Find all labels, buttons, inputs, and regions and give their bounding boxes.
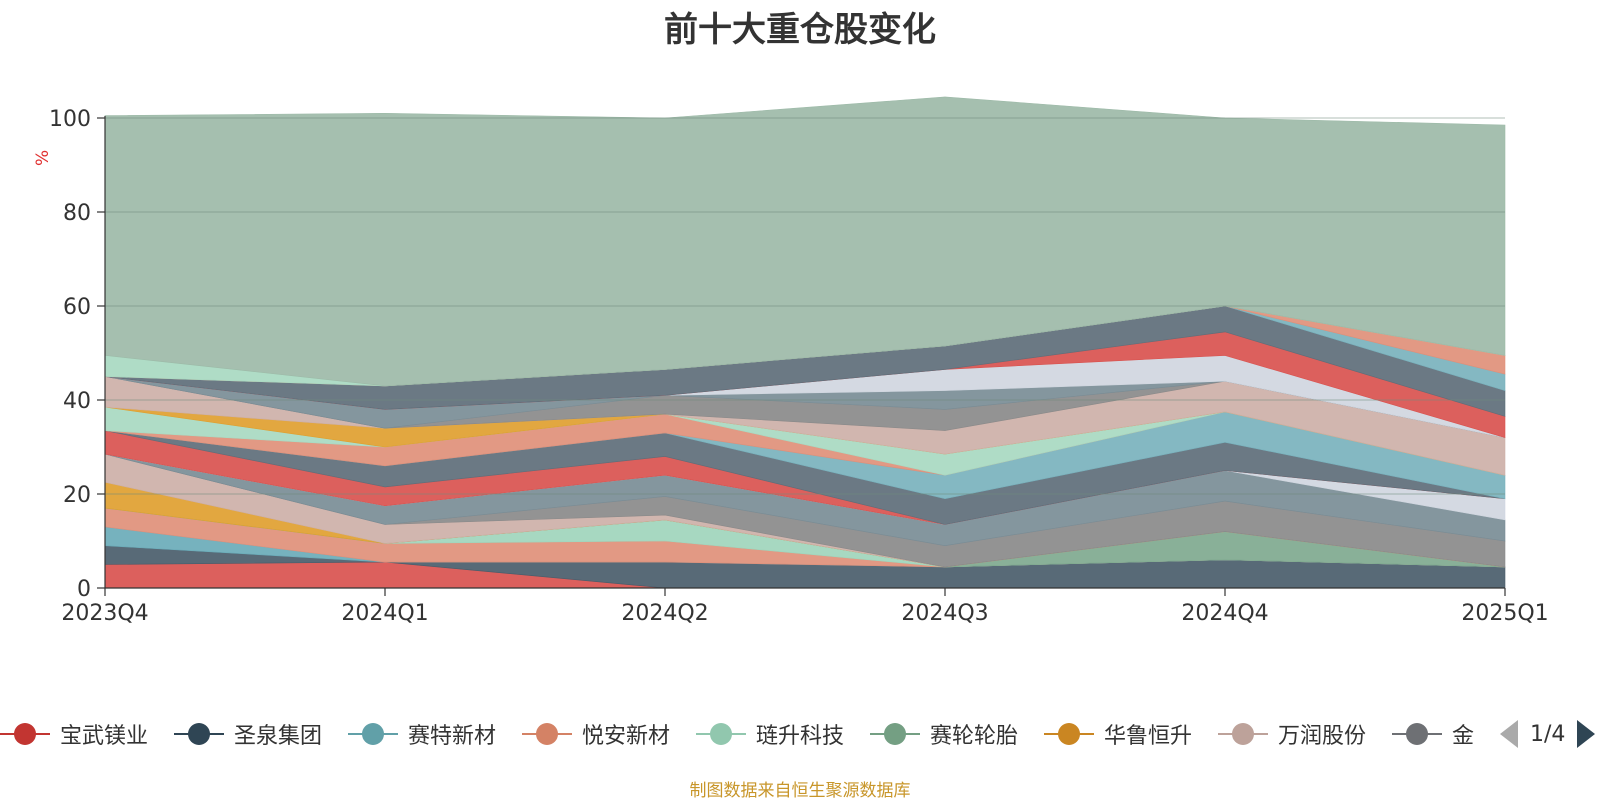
legend-pager: 1/4 xyxy=(1500,712,1596,756)
axis-layer: 0 20 40 60 80 100% 2023Q4 2024Q1 2024Q2 2024Q3 202… xyxy=(33,107,1549,626)
y-tick-label-60: 60 xyxy=(63,295,91,320)
legend-marker-icon xyxy=(1218,712,1268,756)
legend: 宝武镁业 圣泉集团 赛特新材 悦安新材 琏升科技 赛轮轮胎 华鲁恒升 万润股份 金 xyxy=(0,712,1600,756)
legend-label: 琏升科技 xyxy=(756,724,845,749)
area-layer xyxy=(104,96,1506,589)
legend-item[interactable]: 琏升科技 xyxy=(696,712,844,756)
legend-item[interactable]: 赛特新材 xyxy=(348,712,496,756)
y-tick-label-0: 0 xyxy=(77,577,91,602)
legend-marker-icon xyxy=(1044,712,1094,756)
legend-marker-icon xyxy=(174,712,224,756)
legend-label: 圣泉集团 xyxy=(234,724,323,749)
legend-label: 宝武镁业 xyxy=(60,724,149,749)
legend-next-page-icon[interactable] xyxy=(1577,720,1596,748)
legend-item[interactable]: 华鲁恒升 xyxy=(1044,712,1192,756)
legend-prev-page-icon[interactable] xyxy=(1500,720,1518,748)
grid-layer xyxy=(105,117,1505,495)
y-tick-label-100: 100 xyxy=(49,107,91,132)
legend-label: 赛轮轮胎 xyxy=(930,724,1019,749)
legend-item[interactable]: 圣泉集团 xyxy=(174,712,322,756)
legend-page-info: 1/4 xyxy=(1530,721,1566,747)
legend-item[interactable]: 金 xyxy=(1392,712,1474,756)
legend-marker-icon xyxy=(1392,712,1442,756)
legend-item[interactable]: 宝武镁业 xyxy=(0,712,148,756)
legend-marker-icon xyxy=(348,712,398,756)
x-tick-label-2: 2024Q2 xyxy=(621,601,708,626)
y-tick-label-20: 20 xyxy=(63,483,91,508)
chart-title: 前十大重仓股变化 xyxy=(664,10,936,50)
legend-item[interactable]: 万润股份 xyxy=(1218,712,1366,756)
legend-marker-icon xyxy=(696,712,746,756)
legend-item[interactable]: 悦安新材 xyxy=(522,712,670,756)
legend-marker-icon xyxy=(870,712,920,756)
y-tick-label-80: 80 xyxy=(63,201,91,226)
source-note: 制图数据来自恒生聚源数据库 xyxy=(689,781,911,801)
y-axis-unit-label: % xyxy=(33,150,53,166)
legend-label: 万润股份 xyxy=(1278,724,1367,749)
legend-marker-icon xyxy=(0,712,50,756)
legend-label: 悦安新材 xyxy=(582,724,671,749)
legend-label: 赛特新材 xyxy=(408,724,497,749)
legend-label: 金 xyxy=(1452,724,1475,749)
x-tick-label-0: 2023Q4 xyxy=(61,601,148,626)
x-tick-label-3: 2024Q3 xyxy=(901,601,988,626)
legend-label: 华鲁恒升 xyxy=(1104,724,1193,749)
x-tick-label-4: 2024Q4 xyxy=(1181,601,1268,626)
y-tick-label-40: 40 xyxy=(63,389,91,414)
x-tick-label-5: 2025Q1 xyxy=(1461,601,1548,626)
legend-item[interactable]: 赛轮轮胎 xyxy=(870,712,1018,756)
legend-marker-icon xyxy=(522,712,572,756)
x-tick-label-1: 2024Q1 xyxy=(341,601,428,626)
legend-clip: 宝武镁业 圣泉集团 赛特新材 悦安新材 琏升科技 赛轮轮胎 华鲁恒升 万润股份 金 xyxy=(0,712,1476,756)
